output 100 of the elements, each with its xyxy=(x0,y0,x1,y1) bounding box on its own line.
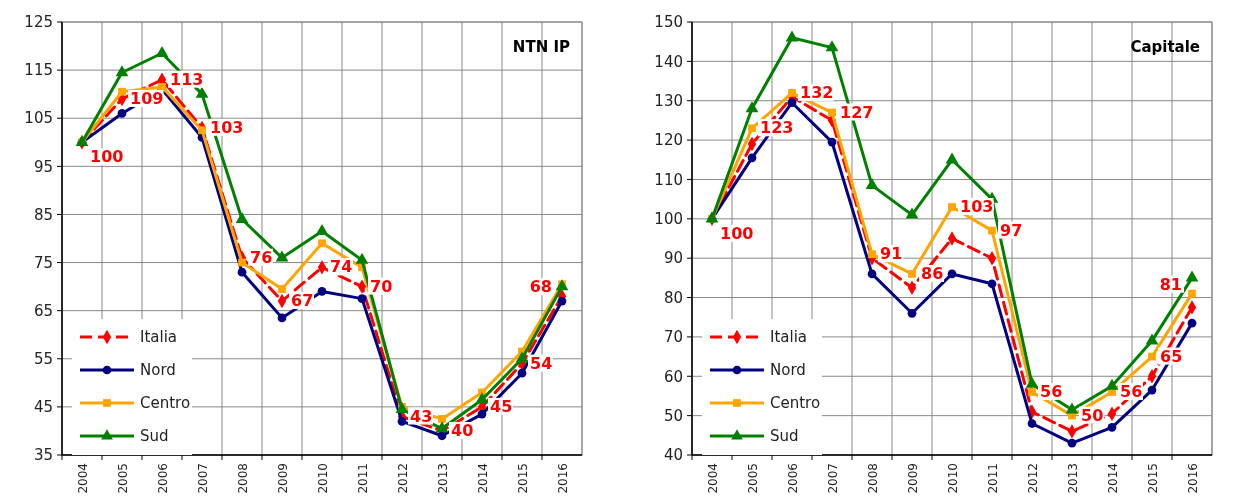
point xyxy=(1148,352,1156,361)
point xyxy=(1147,385,1157,395)
legend-label: Italia xyxy=(770,328,808,347)
x-tick-label: 2015 xyxy=(516,463,530,494)
point xyxy=(438,415,446,423)
y-tick-label: 90 xyxy=(663,249,683,268)
data-label: 56 xyxy=(1120,382,1143,402)
point xyxy=(515,351,529,363)
x-tick-label: 2009 xyxy=(276,463,290,494)
legend-label: Centro xyxy=(140,394,191,413)
y-tick-label: 110 xyxy=(654,170,683,189)
data-label: 100 xyxy=(90,147,124,167)
point xyxy=(907,308,917,318)
data-label: 56 xyxy=(1040,382,1063,402)
data-label: 109 xyxy=(130,88,164,108)
y-tick-label: 125 xyxy=(24,13,53,32)
point xyxy=(748,124,756,133)
point xyxy=(827,137,837,147)
data-label: 103 xyxy=(960,197,994,217)
point xyxy=(277,313,287,323)
point xyxy=(948,203,956,211)
y-tick-label: 115 xyxy=(24,61,53,80)
point xyxy=(117,109,127,118)
x-tick-label: 2014 xyxy=(476,463,490,494)
y-tick-label: 150 xyxy=(654,13,683,32)
legend-label: Centro xyxy=(770,394,821,413)
point xyxy=(155,45,169,57)
x-tick-label: 2012 xyxy=(396,463,410,494)
y-tick-label: 120 xyxy=(654,131,683,150)
legend-label: Nord xyxy=(140,361,176,380)
x-tick-label: 2007 xyxy=(196,463,210,494)
data-label: 132 xyxy=(800,82,834,102)
point xyxy=(1145,333,1159,345)
point xyxy=(115,65,129,77)
y-tick-label: 35 xyxy=(33,446,53,465)
point xyxy=(1027,419,1037,428)
y-tick-label: 55 xyxy=(33,350,53,369)
point xyxy=(1067,438,1077,448)
y-tick-label: 85 xyxy=(33,205,53,224)
point xyxy=(1188,289,1196,298)
data-label: 97 xyxy=(1000,220,1023,240)
x-tick-label: 2015 xyxy=(1146,463,1160,494)
point xyxy=(118,87,126,96)
point xyxy=(355,252,369,264)
y-tick-label: 80 xyxy=(663,288,683,307)
x-tick-label: 2004 xyxy=(706,463,720,494)
data-label: 68 xyxy=(529,277,552,297)
point xyxy=(517,368,527,378)
legend-label: Nord xyxy=(770,361,806,380)
data-label: 127 xyxy=(840,102,874,122)
point xyxy=(475,392,489,404)
point xyxy=(988,226,996,235)
x-tick-label: 2010 xyxy=(946,463,960,494)
point xyxy=(905,207,919,219)
point xyxy=(315,223,329,235)
point xyxy=(235,211,249,223)
x-tick-label: 2013 xyxy=(436,463,450,494)
point xyxy=(318,239,326,248)
point xyxy=(865,178,879,190)
point xyxy=(788,88,796,97)
point xyxy=(195,86,209,98)
point xyxy=(477,409,487,419)
data-label: 113 xyxy=(170,69,204,89)
x-tick-label: 2009 xyxy=(906,463,920,494)
data-label: 70 xyxy=(370,276,393,296)
point xyxy=(237,267,247,277)
data-label: 100 xyxy=(720,223,754,243)
x-tick-label: 2005 xyxy=(746,463,760,494)
legend-label: Sud xyxy=(140,427,169,446)
y-tick-label: 100 xyxy=(654,210,683,229)
point xyxy=(908,270,916,278)
x-tick-label: 2013 xyxy=(1066,463,1080,494)
y-tick-label: 50 xyxy=(663,406,683,425)
point xyxy=(437,431,447,441)
data-label: 123 xyxy=(760,118,794,138)
point xyxy=(1025,376,1039,388)
point xyxy=(557,296,567,306)
x-tick-label: 2016 xyxy=(556,463,570,494)
x-tick-label: 2011 xyxy=(986,463,1000,494)
point xyxy=(1028,388,1036,396)
point xyxy=(947,269,957,279)
point xyxy=(278,285,286,293)
point xyxy=(828,108,836,117)
point xyxy=(787,98,797,108)
x-tick-label: 2008 xyxy=(236,463,250,494)
data-label: 86 xyxy=(921,263,944,283)
x-tick-label: 2008 xyxy=(866,463,880,494)
data-label: 54 xyxy=(530,353,553,373)
x-tick-label: 2010 xyxy=(316,463,330,494)
y-tick-label: 65 xyxy=(33,301,53,320)
point xyxy=(1185,270,1199,282)
point xyxy=(1065,402,1079,414)
x-tick-label: 2016 xyxy=(1186,463,1200,494)
x-tick-label: 2006 xyxy=(786,463,800,494)
y-tick-label: 140 xyxy=(654,52,683,71)
x-tick-label: 2007 xyxy=(826,463,840,494)
data-label: 76 xyxy=(250,247,273,267)
data-label: 40 xyxy=(451,420,474,440)
data-label: 65 xyxy=(1160,346,1183,366)
y-tick-label: 95 xyxy=(33,157,53,176)
